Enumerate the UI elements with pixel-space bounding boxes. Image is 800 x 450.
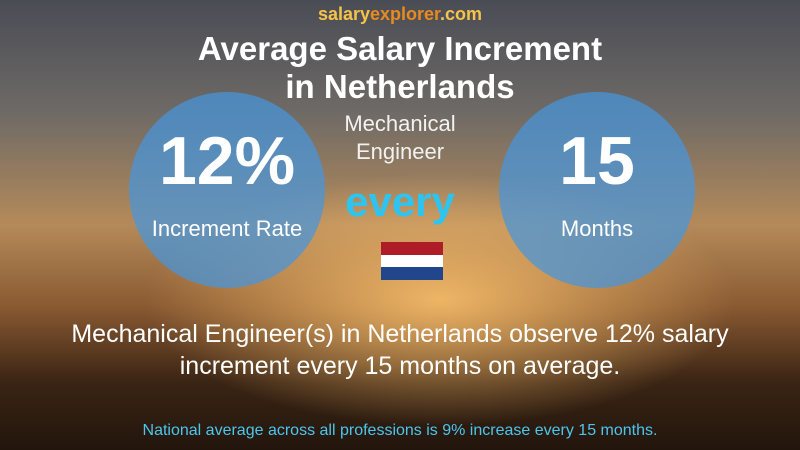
rate-circle: 12% Increment Rate — [129, 92, 325, 288]
logo-part: explorer — [370, 4, 441, 24]
job-title: Mechanical Engineer — [0, 110, 800, 166]
period-value: 15 — [559, 123, 635, 199]
summary-line: increment every 15 months on average. — [179, 352, 621, 380]
title-line: Average Salary Increment — [197, 30, 603, 67]
job-title-line: Mechanical — [344, 111, 456, 136]
summary: Mechanical Engineer(s) in Netherlands ob… — [0, 318, 800, 382]
flag-stripe — [381, 267, 443, 280]
rate-label: Increment Rate — [151, 216, 303, 241]
period-circle: 15 Months — [499, 92, 695, 288]
flag-stripe — [381, 242, 443, 255]
connector: every — [345, 178, 455, 225]
flag-stripe — [381, 255, 443, 267]
logo: salaryexplorer.com — [0, 4, 800, 25]
logo-part: .com — [440, 4, 483, 24]
title: Average Salary Increment in Netherlands — [0, 30, 800, 106]
rate-value: 12% — [158, 123, 296, 199]
summary-line: Mechanical Engineer(s) in Netherlands ob… — [71, 320, 729, 348]
title-line: in Netherlands — [285, 68, 515, 105]
logo-part: salary — [317, 4, 370, 24]
job-title-line: Engineer — [355, 139, 445, 164]
flag — [381, 242, 443, 280]
footer: National average across all professions … — [142, 422, 658, 439]
period-label: Months — [560, 216, 634, 241]
